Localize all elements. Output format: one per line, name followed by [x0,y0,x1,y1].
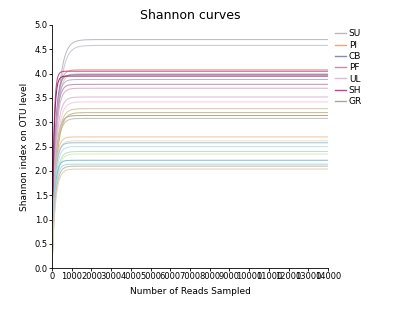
X-axis label: Number of Reads Sampled: Number of Reads Sampled [130,287,250,296]
Title: Shannon curves: Shannon curves [140,9,240,22]
Y-axis label: Shannon index on OTU level: Shannon index on OTU level [20,82,29,211]
Legend: SU, PI, CB, PF, UL, SH, GR: SU, PI, CB, PF, UL, SH, GR [335,29,362,106]
